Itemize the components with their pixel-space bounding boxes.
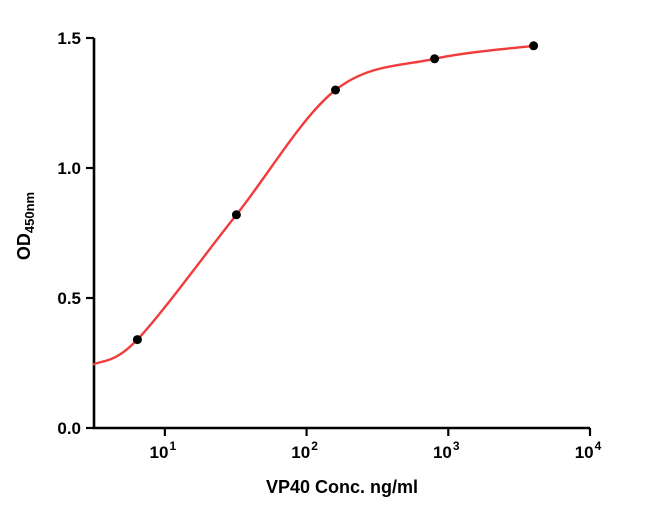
y-tick-label: 0.0 (57, 419, 81, 438)
tick-labels: 101 102 103 104 0.0 0.5 1.0 1.5 (57, 29, 601, 462)
data-point (430, 54, 440, 64)
data-points (132, 41, 539, 345)
fit-curve (92, 44, 535, 366)
fit-curve-path (92, 44, 535, 366)
x-tick-label: 103 (433, 439, 460, 462)
data-point (331, 85, 340, 95)
y-axis-title-base: OD (14, 233, 34, 260)
y-axis-title: OD450nm (14, 192, 37, 260)
x-tick-label: 104 (575, 439, 602, 462)
x-tick-label: 101 (150, 439, 177, 462)
data-point (132, 335, 142, 345)
y-axis-title-subscript: 450nm (22, 192, 37, 233)
y-tick-label: 1.0 (57, 159, 81, 178)
y-tick-label: 0.5 (57, 289, 81, 308)
axes (86, 36, 592, 436)
x-axis-title: VP40 Conc. ng/ml (266, 477, 418, 497)
x-tick-label: 102 (291, 439, 318, 462)
y-tick-label: 1.5 (57, 29, 81, 48)
data-point (231, 210, 241, 220)
data-point (529, 41, 539, 51)
